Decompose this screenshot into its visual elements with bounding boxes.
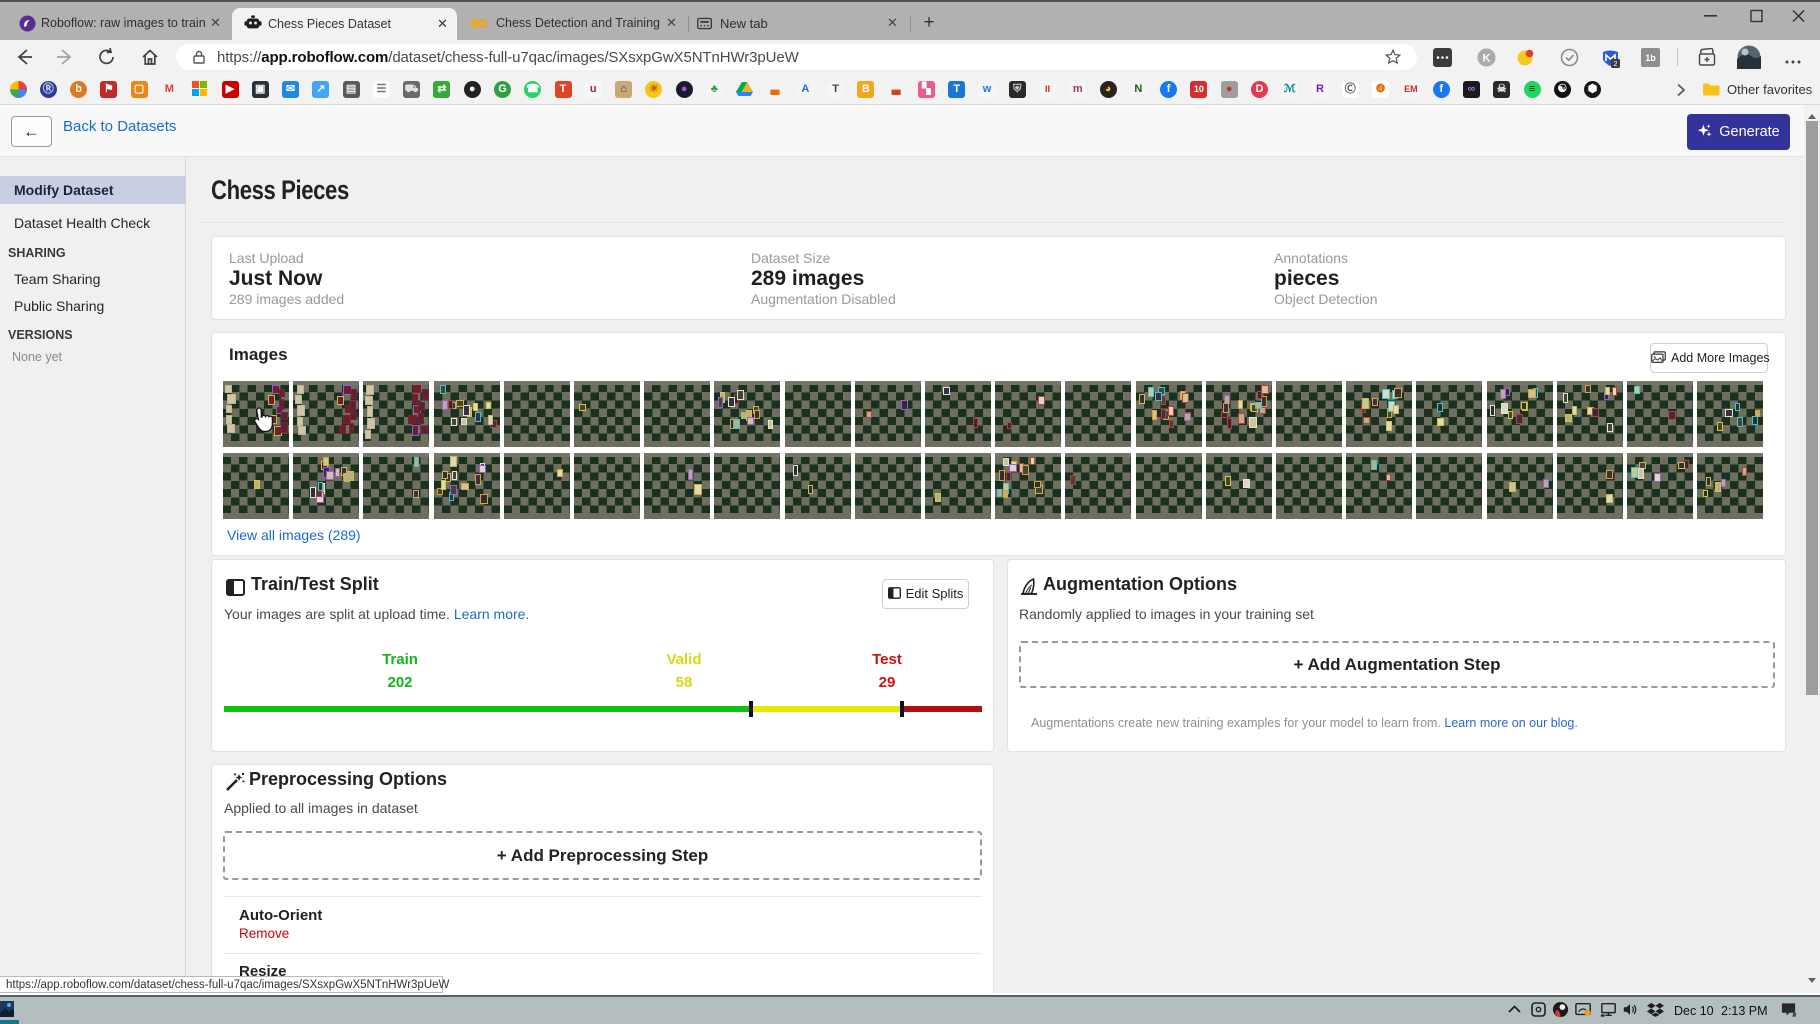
svg-text:2: 2 <box>1613 59 1617 68</box>
svg-text:1b: 1b <box>1645 53 1656 63</box>
svg-text:K: K <box>1483 53 1491 65</box>
